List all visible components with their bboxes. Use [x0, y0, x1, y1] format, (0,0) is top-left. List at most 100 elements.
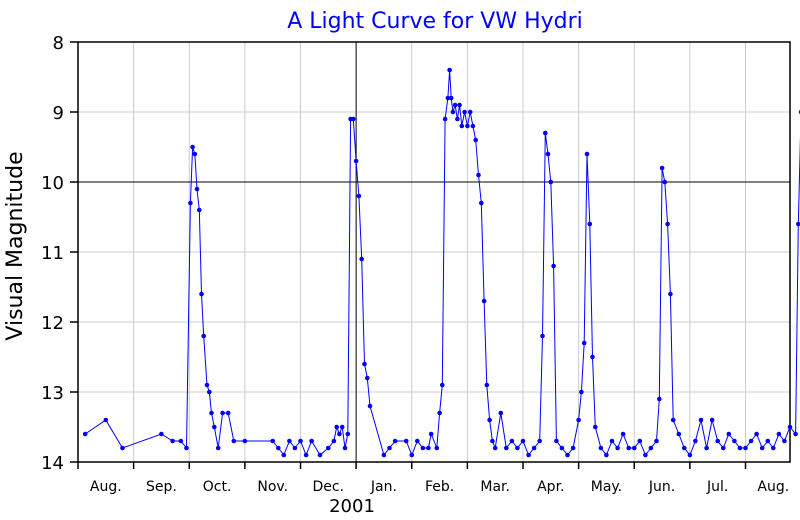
data-point [82, 431, 88, 437]
x-tick-label: Nov. [257, 479, 288, 495]
data-point [220, 410, 225, 416]
data-point [215, 445, 221, 451]
data-point [787, 424, 793, 430]
data-point [447, 67, 452, 73]
data-point [362, 361, 367, 367]
data-point [197, 207, 202, 213]
data-point [457, 102, 462, 108]
x-tick-label: Apr. [537, 479, 564, 495]
data-point [498, 410, 504, 416]
data-point [754, 431, 759, 437]
data-point [309, 438, 314, 444]
data-point [715, 438, 720, 444]
data-point [796, 221, 800, 227]
x-tick-label: Feb. [425, 479, 454, 495]
data-point [201, 333, 206, 339]
data-point [270, 438, 276, 444]
data-point [387, 445, 392, 451]
data-point [242, 438, 248, 444]
x-tick-label: Dec. [313, 479, 345, 495]
data-point [676, 431, 682, 437]
data-point [637, 438, 643, 444]
data-point [479, 200, 484, 206]
data-point [576, 417, 581, 423]
data-point [565, 452, 570, 458]
data-point [587, 221, 593, 227]
data-point [351, 116, 356, 122]
data-point [462, 109, 467, 115]
data-point [178, 438, 184, 444]
data-point [743, 445, 748, 451]
data-point [609, 438, 615, 444]
data-point [392, 438, 398, 444]
data-point [467, 109, 473, 115]
data-point [554, 438, 559, 444]
data-point [303, 452, 309, 458]
data-point [331, 438, 337, 444]
data-point [531, 445, 537, 451]
data-point [455, 116, 460, 122]
data-point [334, 424, 340, 430]
x-tick-label: Aug. [90, 479, 122, 495]
data-point [473, 137, 479, 143]
data-point [287, 438, 292, 444]
data-point [465, 123, 470, 129]
x-tick-labels: Aug. Sep. Oct. Nov. Dec. Jan. Feb. Mar. Apr. May.… [77, 462, 789, 495]
data-point [520, 438, 526, 444]
data-point [721, 445, 726, 451]
data-point [537, 438, 542, 444]
x-tick-label: Jun. [648, 479, 675, 495]
data-point [682, 445, 687, 451]
data-point [450, 109, 456, 115]
data-point [632, 445, 637, 451]
data-point [159, 431, 164, 437]
data-point [403, 438, 409, 444]
data-point [540, 333, 545, 339]
data-point [442, 116, 448, 122]
data-point [593, 424, 598, 430]
data-point [199, 291, 204, 297]
data-point [345, 431, 351, 437]
data-point [615, 445, 620, 451]
data-point [598, 445, 604, 451]
data-point [276, 445, 281, 451]
data-point [626, 445, 631, 451]
data-point [120, 445, 125, 451]
x-tick-label: Oct. [203, 479, 232, 495]
data-point [490, 438, 495, 444]
data-point [445, 95, 451, 101]
y-tick-label: 8 [53, 33, 64, 54]
data-point [459, 123, 465, 129]
data-point [356, 193, 362, 199]
data-point [793, 431, 798, 437]
y-tick-label: 12 [41, 313, 64, 334]
grid-layer [77, 42, 790, 462]
data-point [353, 158, 359, 164]
data-point [470, 123, 476, 129]
data-point [192, 151, 198, 157]
y-tick-label: 9 [53, 103, 64, 124]
data-point [765, 438, 771, 444]
data-point [604, 452, 609, 458]
data-point [342, 445, 348, 451]
data-point [452, 102, 458, 108]
data-point [188, 200, 193, 206]
data-point [326, 445, 331, 451]
data-point [662, 179, 668, 185]
data-point [184, 445, 189, 451]
data-point [551, 263, 556, 269]
y-tick-label: 14 [41, 453, 64, 474]
data-point [504, 445, 509, 451]
data-point [776, 431, 782, 437]
data-point [704, 445, 709, 451]
data-point [643, 452, 648, 458]
data-point [693, 438, 698, 444]
y-axis-label: Visual Magnitude [3, 151, 28, 340]
data-point [209, 410, 214, 416]
data-point [359, 256, 365, 262]
series-line [84, 69, 800, 457]
data-point [207, 389, 212, 395]
data-point [409, 452, 415, 458]
data-point [190, 144, 195, 150]
data-point [337, 431, 342, 437]
